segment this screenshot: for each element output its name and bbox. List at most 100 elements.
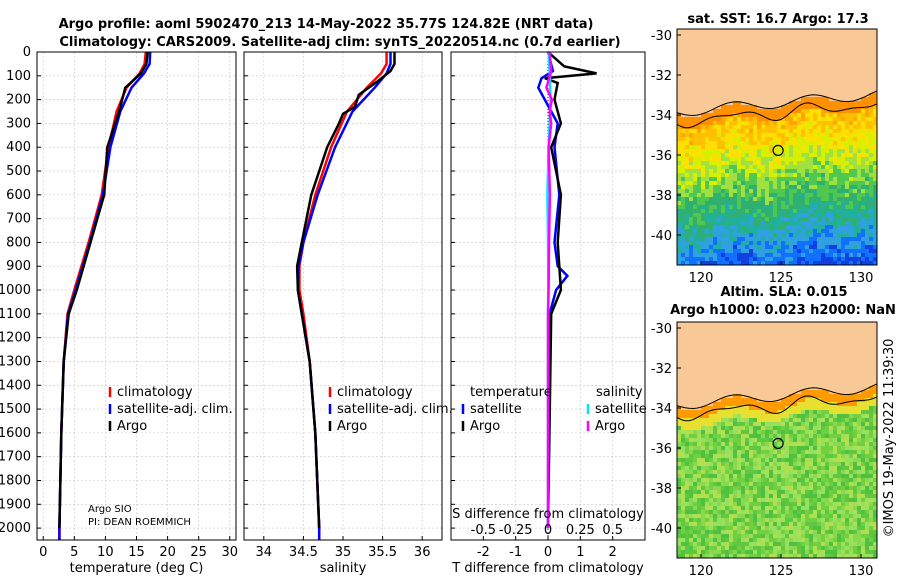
map-cell — [749, 137, 754, 142]
map-cell — [757, 414, 762, 419]
map-cell — [785, 410, 790, 415]
map-cell — [785, 450, 790, 455]
map-cell — [829, 105, 834, 110]
map-cell — [705, 133, 710, 138]
map-cell — [709, 326, 714, 331]
map-cell — [869, 133, 874, 138]
map-cell — [769, 510, 774, 515]
map-cell — [873, 81, 878, 86]
map-cell — [757, 153, 762, 158]
map-cell — [729, 330, 734, 335]
map-cell — [697, 225, 702, 230]
map-cell — [865, 97, 870, 102]
map-cell — [721, 129, 726, 134]
map-cell — [677, 386, 682, 391]
map-cell — [789, 502, 794, 507]
map-cell — [749, 209, 754, 214]
map-cell — [749, 185, 754, 190]
map-cell — [817, 133, 822, 138]
map-cell — [865, 197, 870, 202]
map-cell — [773, 77, 778, 82]
map-cell — [737, 378, 742, 383]
map-cell — [773, 121, 778, 126]
map-cell — [677, 173, 682, 178]
map-cell — [713, 430, 718, 435]
map-cell — [857, 137, 862, 142]
map-cell — [801, 249, 806, 254]
map-cell — [781, 374, 786, 379]
map-cell — [737, 454, 742, 459]
map-cell — [749, 53, 754, 58]
map-cell — [781, 354, 786, 359]
map-cell — [809, 81, 814, 86]
map-cell — [809, 257, 814, 262]
map-cell — [705, 81, 710, 86]
map-cell — [765, 450, 770, 455]
map-cell — [757, 245, 762, 250]
map-cell — [713, 386, 718, 391]
map-cell — [841, 233, 846, 238]
map-cell — [753, 213, 758, 218]
map-cell — [789, 338, 794, 343]
map-cell — [729, 125, 734, 130]
map-cell — [785, 53, 790, 58]
map-cell — [809, 181, 814, 186]
map-cell — [861, 93, 866, 98]
map-cell — [817, 117, 822, 122]
map-cell — [801, 89, 806, 94]
map-cell — [737, 137, 742, 142]
map-cell — [773, 109, 778, 114]
map-cell — [741, 322, 746, 327]
map-cell — [825, 157, 830, 162]
map-cell — [777, 149, 782, 154]
map-cell — [725, 510, 730, 515]
map-cell — [833, 169, 838, 174]
map-cell — [753, 217, 758, 222]
map-cell — [873, 261, 878, 266]
map-cell — [865, 49, 870, 54]
map-cell — [697, 350, 702, 355]
map-cell — [801, 113, 806, 118]
map-cell — [701, 233, 706, 238]
map-cell — [709, 382, 714, 387]
map-cell — [813, 61, 818, 66]
map-cell — [845, 249, 850, 254]
map-cell — [689, 153, 694, 158]
map-cell — [837, 205, 842, 210]
map-cell — [861, 89, 866, 94]
map-cell — [789, 522, 794, 527]
map-cell — [713, 478, 718, 483]
map-cell — [797, 249, 802, 254]
map-cell — [853, 77, 858, 82]
map-cell — [841, 117, 846, 122]
map-cell — [765, 474, 770, 479]
map-cell — [733, 249, 738, 254]
map-cell — [753, 518, 758, 523]
map-cell — [785, 205, 790, 210]
map-cell — [705, 65, 710, 70]
map-cell — [697, 213, 702, 218]
map-cell — [781, 322, 786, 327]
map-cell — [841, 245, 846, 250]
map-cell — [749, 65, 754, 70]
map-cell — [773, 482, 778, 487]
map-cell — [761, 61, 766, 66]
map-cell — [741, 462, 746, 467]
map-cell — [733, 386, 738, 391]
map-cell — [721, 462, 726, 467]
map-cell — [757, 57, 762, 62]
map-cell — [713, 482, 718, 487]
map-cell — [681, 133, 686, 138]
map-cell — [797, 73, 802, 78]
map-cell — [741, 402, 746, 407]
map-cell — [717, 466, 722, 471]
map-cell — [713, 169, 718, 174]
map-cell — [845, 101, 850, 106]
map-cell — [873, 77, 878, 82]
map-cell — [873, 169, 878, 174]
map-cell — [693, 37, 698, 42]
map-cell — [793, 342, 798, 347]
map-cell — [857, 73, 862, 78]
map-cell — [809, 197, 814, 202]
